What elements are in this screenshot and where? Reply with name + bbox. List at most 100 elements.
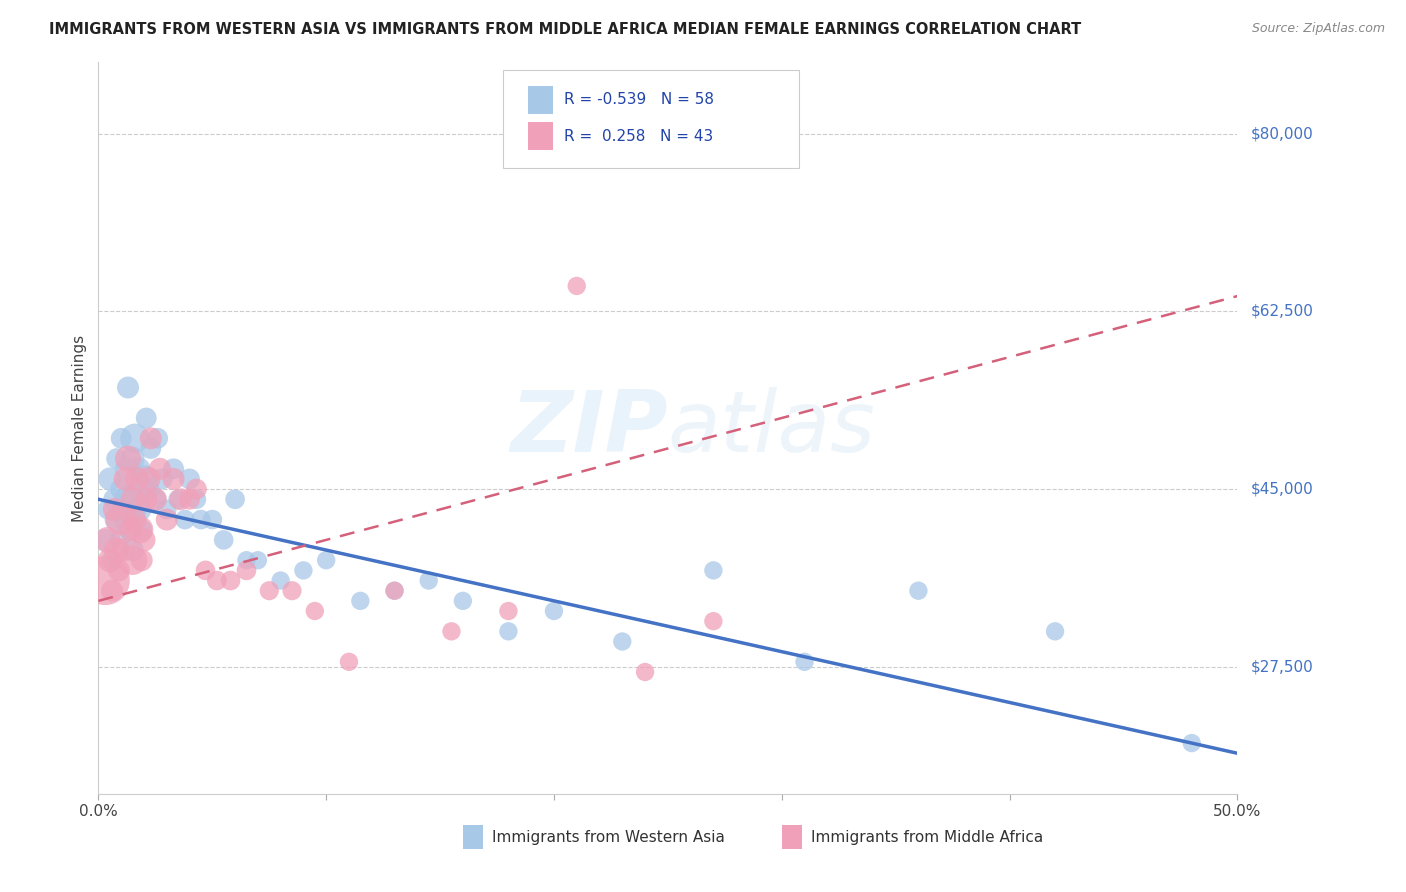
Point (179, 472, 201, 486)
Point (440, 624, 463, 639)
Text: IMMIGRANTS FROM WESTERN ASIA VS IMMIGRANTS FROM MIDDLE AFRICA MEDIAN FEMALE EARN: IMMIGRANTS FROM WESTERN ASIA VS IMMIGRAN… (49, 22, 1081, 37)
Bar (527, 122, 553, 150)
Point (156, 512, 179, 526)
Point (128, 462, 150, 476)
Point (127, 472, 149, 486)
Point (384, 583, 406, 598)
Point (112, 502, 135, 516)
Point (131, 553, 153, 567)
Point (96, 502, 118, 516)
Point (1181, 736, 1204, 750)
Point (498, 624, 520, 639)
Point (120, 523, 142, 537)
Point (138, 482, 160, 496)
Point (121, 543, 143, 558)
Point (105, 451, 128, 466)
Point (167, 492, 190, 507)
Bar (463, 825, 484, 849)
Text: Immigrants from Middle Africa: Immigrants from Middle Africa (811, 830, 1043, 845)
Point (145, 492, 167, 507)
Point (112, 543, 135, 558)
Point (114, 462, 136, 476)
Point (96, 533, 118, 547)
Point (101, 583, 124, 598)
Point (121, 451, 143, 466)
Point (219, 574, 242, 588)
Point (110, 482, 132, 496)
Point (124, 502, 146, 516)
Point (201, 512, 224, 526)
Point (212, 533, 235, 547)
Point (174, 512, 197, 526)
Point (150, 472, 173, 486)
Point (108, 533, 131, 547)
Point (186, 482, 208, 496)
Point (702, 563, 724, 577)
Point (612, 634, 634, 648)
Point (127, 482, 149, 496)
Text: $62,500: $62,500 (1251, 304, 1315, 318)
Text: $80,000: $80,000 (1251, 126, 1315, 141)
Point (101, 553, 124, 567)
Text: $45,000: $45,000 (1251, 482, 1315, 497)
Point (120, 523, 142, 537)
Point (117, 380, 139, 394)
Point (793, 655, 815, 669)
Text: R =  0.258   N = 43: R = 0.258 N = 43 (564, 128, 713, 144)
Point (384, 583, 406, 598)
Point (565, 279, 588, 293)
Point (156, 502, 179, 516)
Point (139, 442, 162, 456)
Point (124, 512, 146, 526)
Point (114, 512, 136, 526)
Point (105, 512, 128, 526)
Point (634, 665, 657, 679)
Point (121, 492, 143, 507)
Point (131, 523, 153, 537)
Point (451, 594, 474, 608)
Text: Immigrants from Western Asia: Immigrants from Western Asia (492, 830, 725, 845)
Text: atlas: atlas (668, 386, 876, 470)
Point (135, 492, 157, 507)
Bar (782, 825, 803, 849)
Point (281, 583, 304, 598)
Point (117, 451, 139, 466)
Point (270, 574, 292, 588)
Point (145, 492, 167, 507)
Point (304, 604, 326, 618)
Point (349, 594, 371, 608)
Point (235, 563, 257, 577)
Point (259, 583, 281, 598)
Y-axis label: Median Female Earnings: Median Female Earnings (72, 334, 87, 522)
Point (121, 553, 143, 567)
Point (105, 543, 128, 558)
Point (117, 492, 139, 507)
Point (149, 462, 172, 476)
Point (246, 553, 269, 567)
Point (907, 583, 929, 598)
Text: Source: ZipAtlas.com: Source: ZipAtlas.com (1251, 22, 1385, 36)
Point (162, 472, 184, 486)
Point (1043, 624, 1066, 639)
Point (179, 492, 201, 507)
Point (543, 604, 565, 618)
Point (110, 512, 132, 526)
Text: R = -0.539   N = 58: R = -0.539 N = 58 (564, 92, 714, 107)
Point (135, 411, 157, 425)
Point (132, 533, 155, 547)
Point (702, 614, 724, 628)
Point (132, 472, 155, 486)
Point (235, 553, 257, 567)
Point (138, 472, 160, 486)
Point (98, 553, 121, 567)
Point (146, 431, 169, 445)
Point (337, 655, 360, 669)
Text: ZIP: ZIP (510, 386, 668, 470)
Point (108, 563, 131, 577)
Point (103, 492, 125, 507)
Point (114, 472, 136, 486)
Point (205, 574, 228, 588)
Point (103, 502, 125, 516)
Point (124, 431, 146, 445)
Point (194, 563, 217, 577)
